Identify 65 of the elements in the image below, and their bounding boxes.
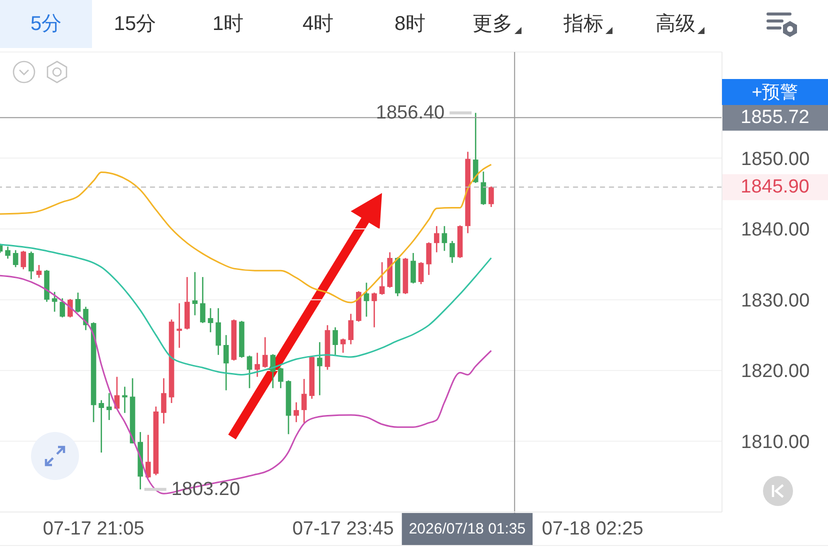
x-tick-label: 07-18 02:25 (542, 518, 644, 540)
text: 1时 (212, 12, 244, 36)
line-series (0, 244, 492, 376)
x-tick-label: 07-17 21:05 (42, 518, 144, 540)
candlestick (348, 313, 354, 345)
y-tick-label: 1850.00 (741, 148, 810, 170)
y-tick-label: 1830.00 (741, 290, 810, 312)
candlestick (480, 170, 486, 206)
candlestick (52, 291, 58, 312)
candlestick (418, 262, 424, 285)
candlestick (208, 308, 214, 333)
text: 4时 (302, 12, 334, 36)
text: 5分 (30, 12, 62, 36)
candlestick (20, 250, 26, 270)
candlestick (216, 308, 221, 356)
candlestick (270, 354, 276, 389)
candlestick (379, 262, 385, 296)
candlestick (176, 302, 182, 348)
candlestick (161, 378, 166, 424)
alert-button: +预警 (722, 79, 828, 105)
candlestick (68, 298, 73, 318)
candlestick (5, 246, 10, 260)
candlestick (262, 336, 268, 368)
y-tick-label: 1840.00 (741, 220, 810, 241)
x-tick-label: 07-17 23:45 (292, 518, 394, 540)
candlestick (12, 250, 18, 268)
candlestick (450, 240, 455, 264)
candlestick (410, 252, 416, 284)
text: 高级 (656, 12, 696, 36)
text: 指标 (564, 12, 604, 36)
ref-line-label: 2026/07/18 01:35 (408, 520, 526, 538)
candlestick (223, 334, 229, 391)
candlestick (192, 271, 198, 316)
candlestick (332, 326, 338, 356)
candlestick (246, 354, 252, 389)
line-series (0, 274, 492, 494)
candlestick (301, 378, 307, 424)
candlestick (75, 292, 81, 314)
candlestick (145, 434, 151, 479)
ref-line-label: 1845.90 (740, 176, 810, 198)
candlestick (36, 264, 42, 278)
candlestick (472, 112, 478, 184)
candlestick (60, 298, 66, 318)
candlestick (442, 225, 448, 252)
candlestick (340, 338, 346, 354)
candlestick (426, 242, 432, 276)
text: 8时 (394, 12, 426, 36)
text: 更多 (472, 12, 512, 36)
candlestick (372, 292, 377, 328)
ref-line-label: 1855.72 (740, 107, 810, 128)
candlestick (106, 392, 112, 421)
text: 15分 (114, 12, 156, 36)
candlestick (317, 342, 322, 396)
annotation: 1803.20 (171, 478, 240, 500)
candlestick (254, 352, 260, 378)
candlestick (122, 386, 128, 414)
candlestick (434, 225, 440, 253)
candlestick (28, 250, 34, 280)
candlestick (200, 276, 206, 324)
y-tick-label: 1820.00 (741, 361, 810, 382)
candlestick (278, 366, 284, 389)
y-tick-label: 1810.00 (741, 432, 810, 453)
candlestick (294, 402, 299, 423)
candlestick (488, 186, 494, 208)
candlestick (98, 400, 104, 454)
